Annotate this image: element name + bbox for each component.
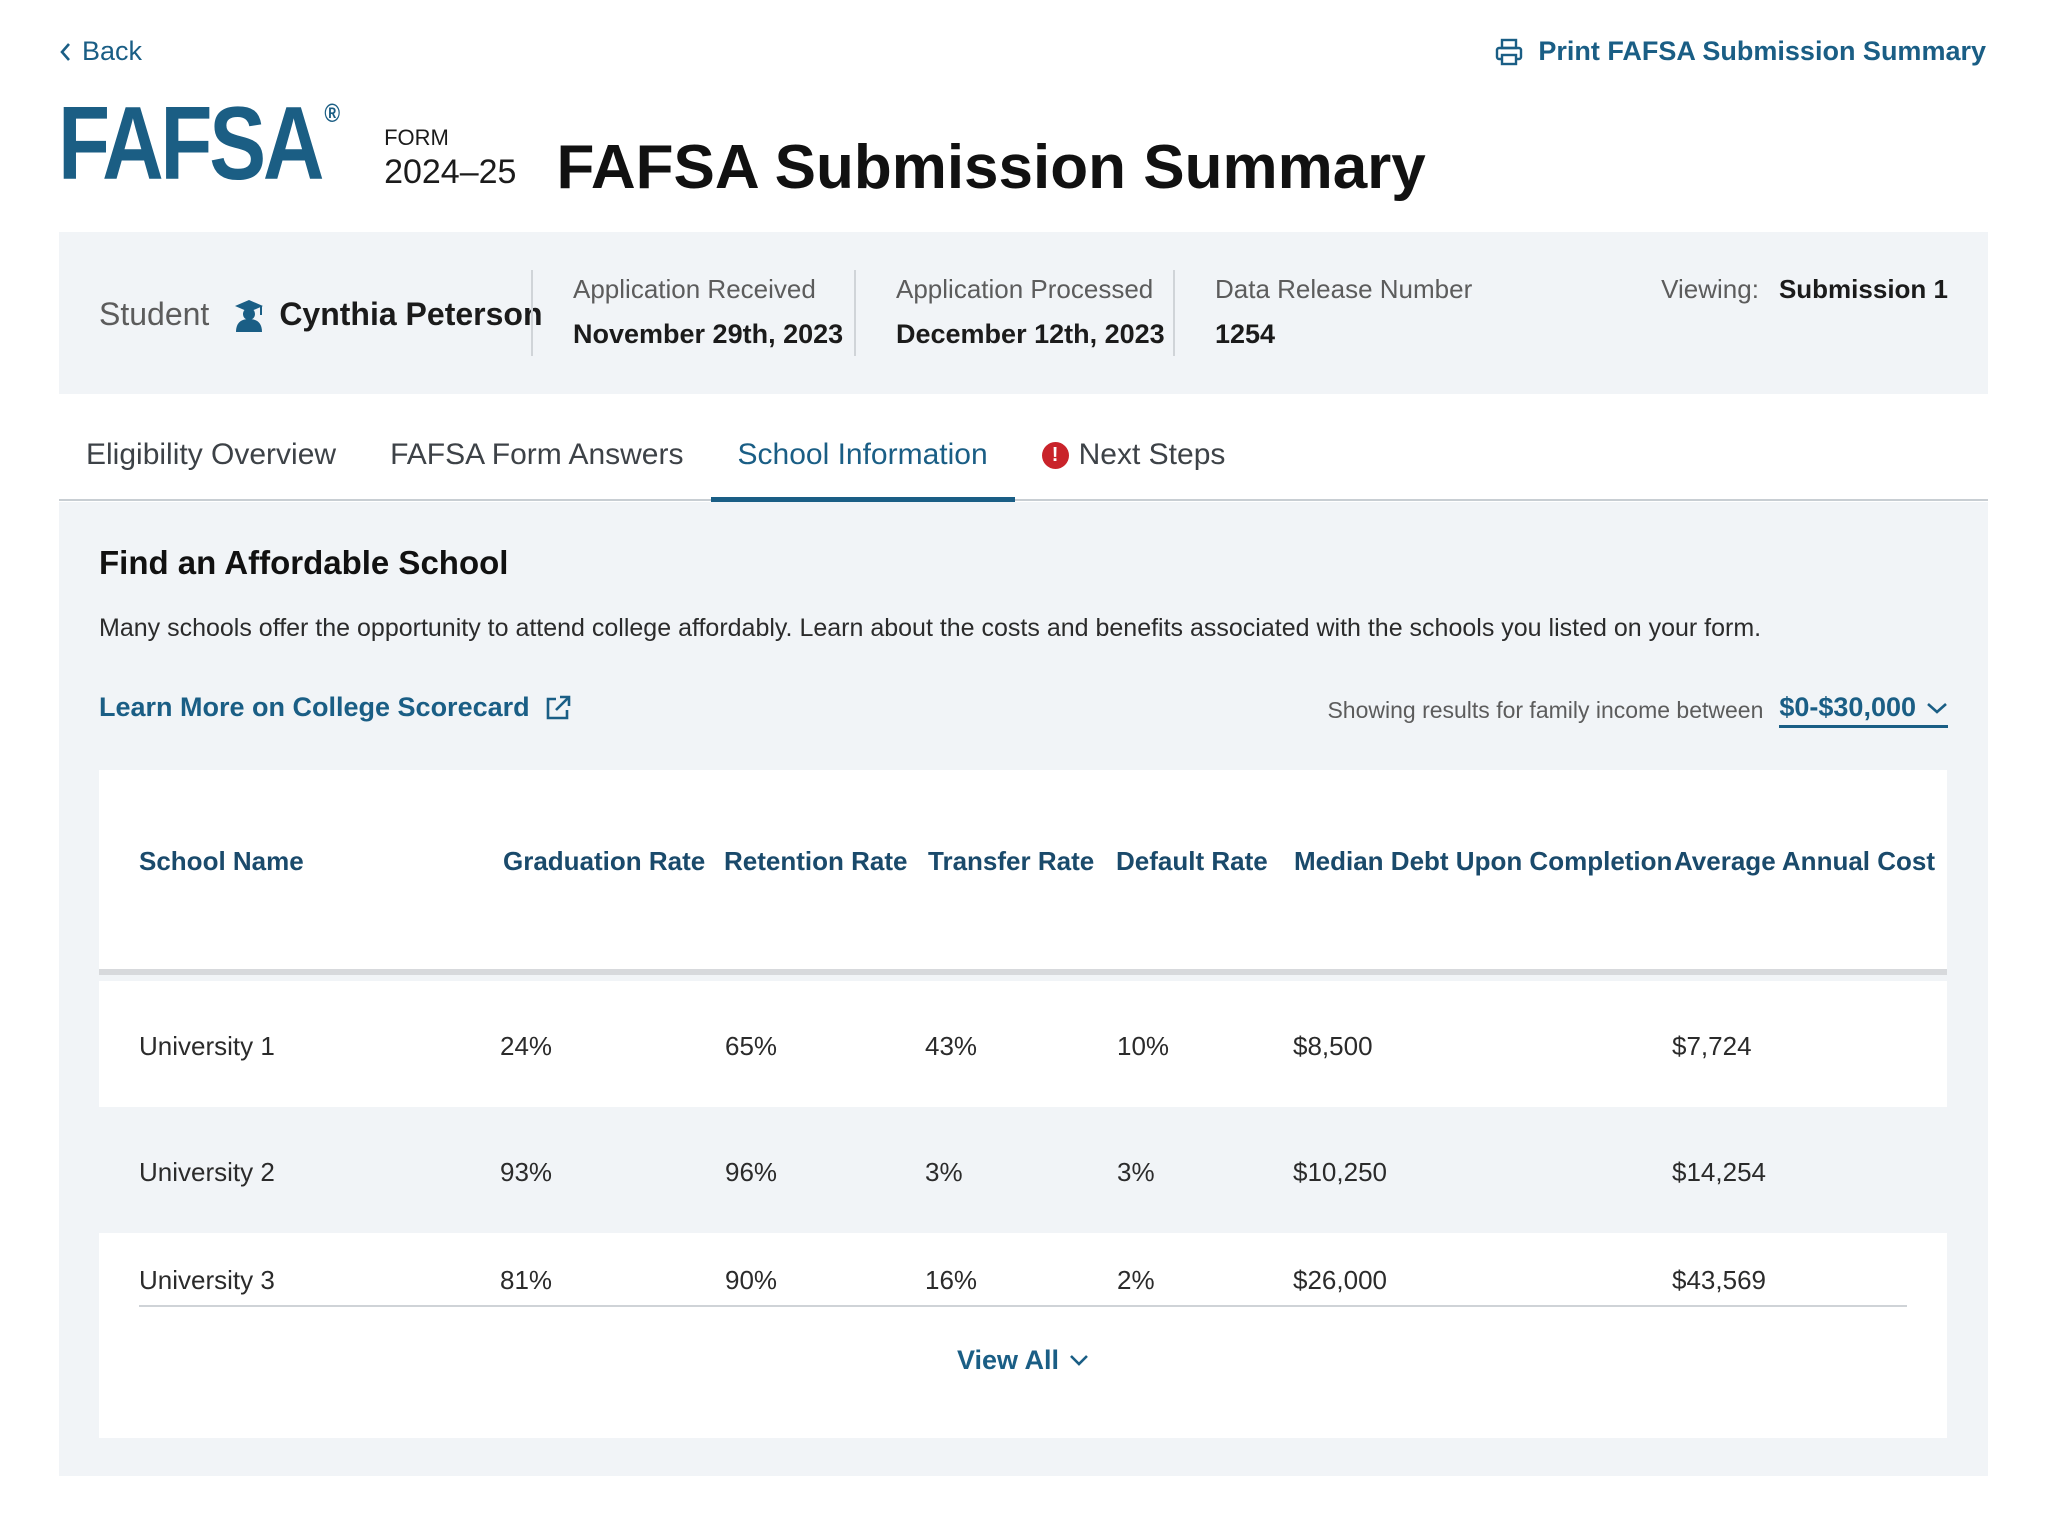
- application-processed: Application Processed December 12th, 202…: [896, 274, 1165, 349]
- info-divider: [1173, 270, 1175, 356]
- view-all-button[interactable]: View All: [957, 1345, 1089, 1376]
- form-label: FORM: [384, 125, 449, 151]
- student-label: Student: [99, 296, 210, 332]
- chevron-left-icon: [60, 42, 70, 61]
- back-link[interactable]: Back: [58, 36, 142, 67]
- tab-bar: Eligibility Overview FAFSA Form Answers …: [59, 420, 1988, 503]
- row-divider: [139, 1305, 1907, 1307]
- section-title: Find an Affordable School: [99, 544, 509, 581]
- page-header: FAFSA ® FORM 2024–25 FAFSA Submission Sum…: [58, 86, 1426, 202]
- form-year: FORM 2024–25: [384, 125, 517, 192]
- back-label: Back: [82, 36, 143, 66]
- submission-info-band: Student Cynthia Peterson Application Rec…: [59, 232, 1988, 394]
- column-header: Graduation Rate: [503, 846, 706, 876]
- column-header: Retention Rate: [724, 846, 908, 876]
- table-row: University 2 93% 96% 3% 3% $10,250 $14,2…: [139, 1157, 1766, 1187]
- fafsa-logo: FAFSA ®: [58, 86, 341, 202]
- student-name: Cynthia Peterson: [279, 296, 543, 332]
- viewing-submission: Viewing: Submission 1: [1661, 274, 1948, 304]
- tab-school-information[interactable]: School Information: [710, 420, 1015, 503]
- school-name: University 1: [139, 1031, 275, 1061]
- income-range-dropdown[interactable]: $0-$30,000: [1779, 692, 1948, 728]
- external-link-icon: [546, 695, 570, 719]
- income-filter-label: Showing results for family income betwee…: [1327, 696, 1764, 723]
- college-scorecard-link[interactable]: Learn More on College Scorecard: [99, 692, 572, 723]
- info-divider: [854, 270, 856, 356]
- print-label: Print FAFSA Submission Summary: [1538, 36, 1986, 66]
- info-divider: [531, 270, 533, 356]
- tab-next-steps[interactable]: ! Next Steps: [1015, 420, 1253, 501]
- year-label: 2024–25: [384, 153, 517, 192]
- chevron-down-icon: [1070, 1355, 1088, 1366]
- school-name: University 2: [139, 1157, 275, 1187]
- school-name: University 3: [139, 1265, 275, 1295]
- table-row: University 3 81% 90% 16% 2% $26,000 $43,…: [99, 1233, 1947, 1305]
- column-header: Transfer Rate: [928, 846, 1095, 876]
- column-header: Default Rate: [1116, 846, 1268, 876]
- alert-icon: !: [1041, 442, 1069, 469]
- chevron-down-icon: [1927, 702, 1947, 714]
- print-summary-link[interactable]: Print FAFSA Submission Summary: [1494, 36, 1986, 67]
- column-header: Median Debt Upon Completion: [1294, 846, 1673, 876]
- tab-eligibility-overview[interactable]: Eligibility Overview: [86, 438, 337, 471]
- section-description: Many schools offer the opportunity to at…: [99, 614, 1762, 642]
- table-row: University 1 24% 65% 43% 10% $8,500 $7,7…: [99, 981, 1947, 1107]
- schools-table: School Name Graduation Rate Retention Ra…: [99, 770, 1947, 1438]
- tab-fafsa-form-answers[interactable]: FAFSA Form Answers: [390, 438, 684, 471]
- school-information-panel: Find an Affordable School Many schools o…: [59, 502, 1988, 1476]
- graduate-icon: [235, 299, 264, 332]
- column-header: School Name: [139, 846, 304, 876]
- student-info: Student Cynthia Peterson: [99, 296, 542, 333]
- printer-icon: [1496, 38, 1523, 65]
- table-header: School Name Graduation Rate Retention Ra…: [99, 770, 1947, 975]
- table-footer: View All: [99, 1305, 1947, 1438]
- data-release-number: Data Release Number 1254: [1215, 274, 1473, 349]
- page-title: FAFSA Submission Summary: [556, 133, 1426, 203]
- column-header: Average Annual Cost: [1674, 846, 1936, 876]
- income-filter: Showing results for family income betwee…: [1327, 692, 1948, 728]
- application-received: Application Received November 29th, 2023: [573, 274, 844, 349]
